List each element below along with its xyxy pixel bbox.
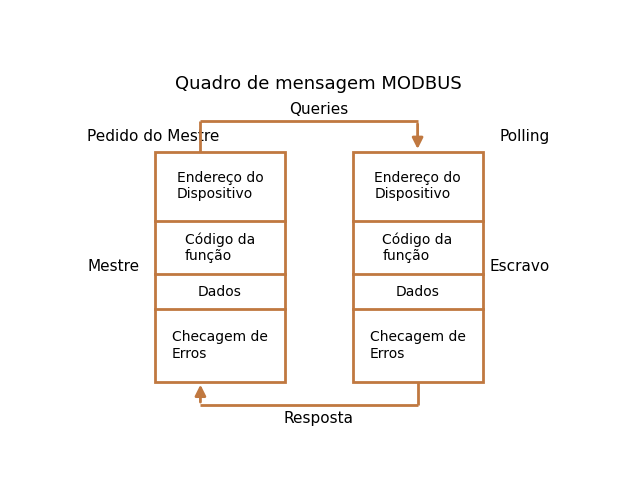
Text: Código da
função: Código da função bbox=[185, 232, 255, 263]
Text: Endereço do
Dispositivo: Endereço do Dispositivo bbox=[177, 171, 263, 201]
Text: Dados: Dados bbox=[198, 285, 242, 299]
Text: Mestre: Mestre bbox=[87, 259, 139, 274]
Text: Pedido do Mestre: Pedido do Mestre bbox=[87, 129, 220, 144]
Text: Endereço do
Dispositivo: Endereço do Dispositivo bbox=[374, 171, 461, 201]
Bar bbox=[155, 152, 285, 382]
Text: Checagem de
Erros: Checagem de Erros bbox=[172, 330, 268, 361]
Text: Queries: Queries bbox=[289, 102, 348, 117]
Bar bbox=[353, 152, 483, 382]
Text: Checagem de
Erros: Checagem de Erros bbox=[369, 330, 465, 361]
Text: Quadro de mensagem MODBUS: Quadro de mensagem MODBUS bbox=[175, 75, 462, 93]
Text: Dados: Dados bbox=[396, 285, 440, 299]
Text: Polling: Polling bbox=[500, 129, 550, 144]
Text: Escravo: Escravo bbox=[490, 259, 550, 274]
Text: Resposta: Resposta bbox=[284, 411, 354, 426]
Text: Código da
função: Código da função bbox=[383, 232, 453, 263]
